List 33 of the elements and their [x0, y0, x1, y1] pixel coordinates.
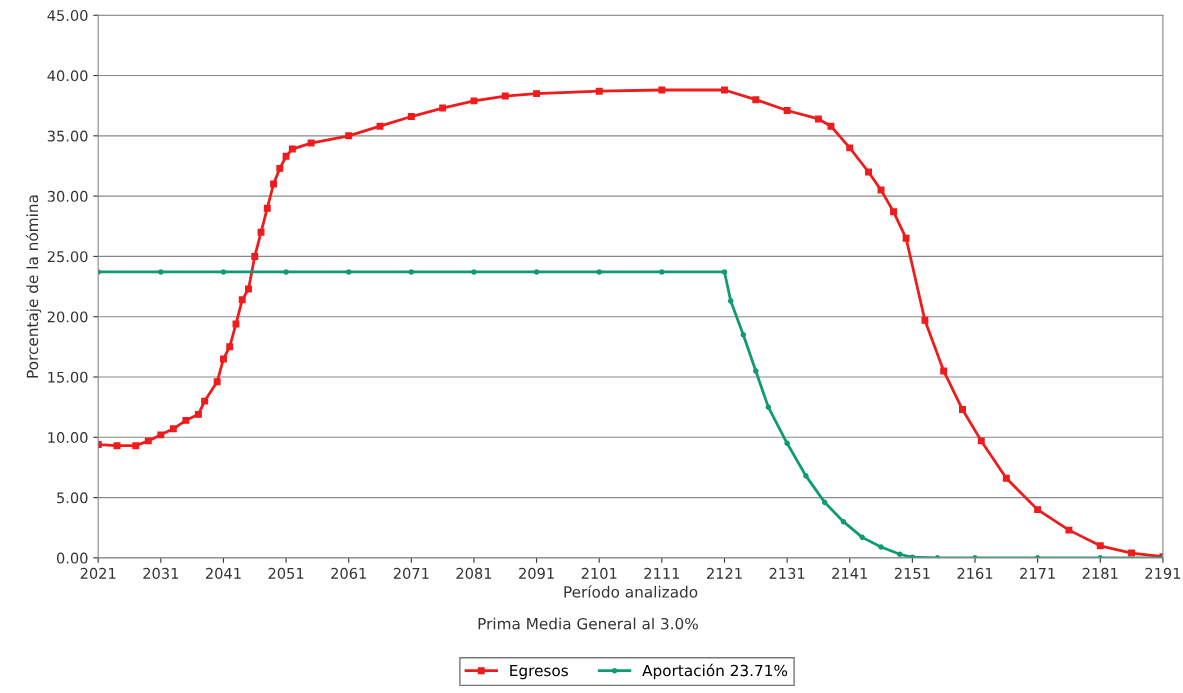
x-tick-label: 2161 [957, 567, 993, 579]
x-tick-label: 2031 [143, 567, 179, 579]
text: Prima Media General al 3.0% [478, 617, 698, 630]
x-tick-label: 2071 [393, 567, 429, 579]
y-tick-label: 0.00 [56, 552, 88, 564]
y-tick-label: 10.00 [48, 432, 88, 444]
y-tick-label: 20.00 [47, 311, 88, 323]
y-tick-label: 30.00 [47, 190, 88, 202]
x-tick-label: 2101 [581, 567, 617, 579]
y-tick-label: 40.00 [47, 70, 88, 82]
y-tick-label: 35.00 [47, 130, 88, 142]
x-tick-label: 2041 [205, 567, 241, 579]
x-tick-label: 2181 [1082, 567, 1118, 579]
x-tick-label: 2121 [706, 567, 742, 579]
x-tick-label: 2111 [644, 567, 680, 579]
x-tick-label: 2081 [456, 567, 492, 579]
y-tick-label: 45.00 [47, 9, 88, 21]
x-tick-label: 2131 [769, 567, 805, 579]
y-tick-label: 5.00 [57, 492, 88, 504]
x-tick-label: 2141 [832, 567, 867, 579]
x-tick-label: 2151 [894, 567, 930, 579]
y-tick-label: 25.00 [47, 251, 88, 263]
x-tick-label: 2191 [1145, 567, 1181, 579]
y-tick-label: 15.00 [48, 371, 88, 383]
y-axis-title: Porcentaje de la nómina [25, 195, 42, 378]
legend-label: Aportación 23.71% [642, 663, 788, 680]
x-tick-label: 2021 [80, 567, 116, 579]
x-axis-title: Período analizado [564, 585, 698, 598]
legend-label: Egresos [510, 664, 568, 680]
x-tick-label: 2051 [268, 567, 304, 579]
x-tick-label: 2061 [331, 567, 366, 579]
x-tick-label: 2171 [1020, 567, 1055, 579]
x-tick-label: 2091 [519, 567, 554, 579]
